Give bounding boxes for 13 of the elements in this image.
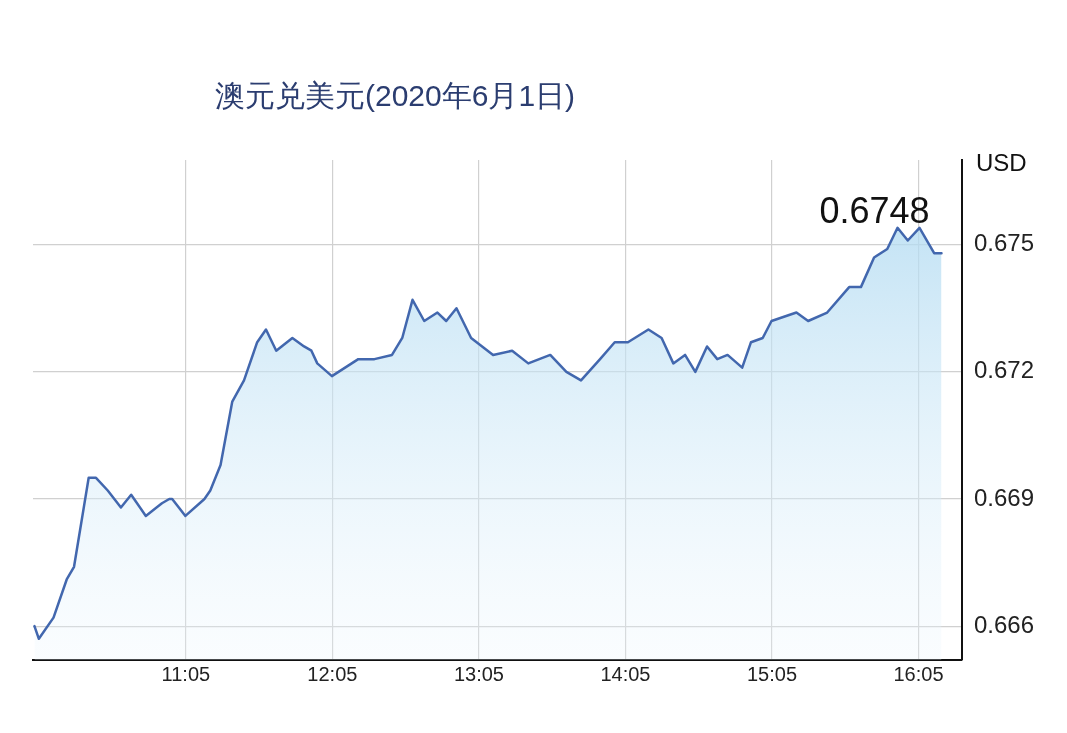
y-tick-label: 0.672 bbox=[974, 356, 1035, 384]
x-tick-label: 16:05 bbox=[893, 662, 944, 685]
x-tick-label: 12:05 bbox=[307, 662, 358, 685]
x-tick-label: 15:05 bbox=[746, 662, 798, 685]
y-tick-label: 0.669 bbox=[974, 483, 1035, 511]
y-axis-title: USD bbox=[976, 148, 1027, 176]
x-tick-label: 13:05 bbox=[453, 662, 504, 685]
x-tick-label: 14:05 bbox=[600, 662, 651, 685]
annotation: 0.6748 bbox=[819, 190, 930, 232]
y-tick-label: 0.675 bbox=[974, 229, 1035, 257]
y-tick-label: 0.666 bbox=[974, 610, 1035, 638]
x-tick-label: 11:05 bbox=[161, 662, 211, 685]
chart-title: 澳元兑美元(2020年6月1日) bbox=[215, 78, 576, 114]
